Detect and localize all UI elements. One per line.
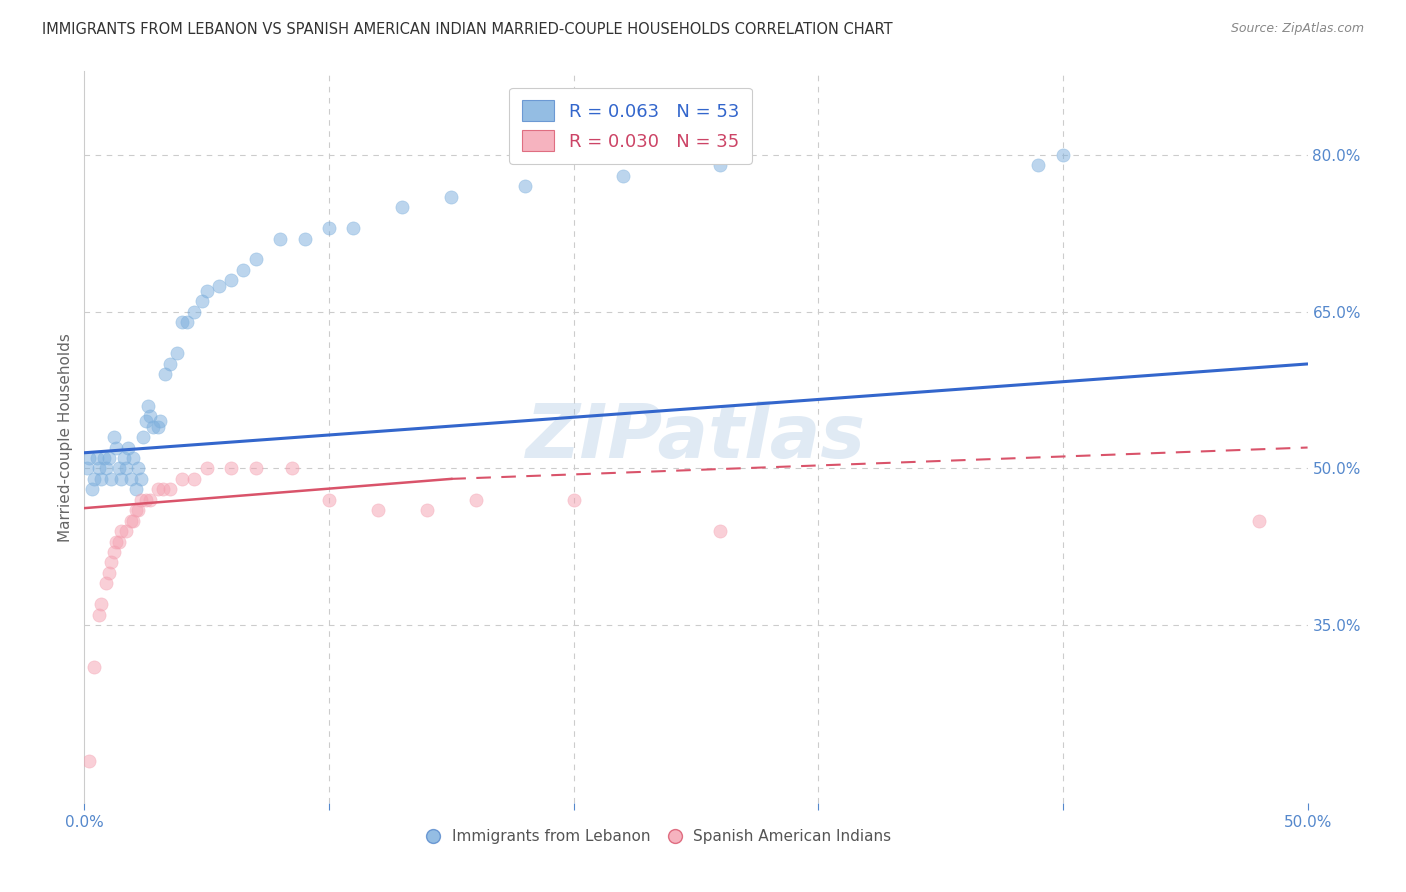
Point — [146, 483, 169, 497]
Y-axis label: Married-couple Households: Married-couple Households — [58, 333, 73, 541]
Point — [1028, 158, 1050, 172]
Point — [208, 278, 231, 293]
Point — [318, 221, 340, 235]
Point — [103, 545, 125, 559]
Point — [318, 492, 340, 507]
Point — [195, 284, 218, 298]
Point — [117, 441, 139, 455]
Point — [112, 450, 135, 465]
Point — [1052, 148, 1074, 162]
Point — [107, 461, 129, 475]
Text: ZIPatlas: ZIPatlas — [526, 401, 866, 474]
Point — [281, 461, 304, 475]
Point — [77, 450, 100, 465]
Point — [245, 461, 267, 475]
Point — [166, 346, 188, 360]
Point — [146, 419, 169, 434]
Text: Source: ZipAtlas.com: Source: ZipAtlas.com — [1230, 22, 1364, 36]
Point — [100, 472, 122, 486]
Point — [391, 200, 413, 214]
Point — [93, 450, 115, 465]
Point — [709, 524, 731, 538]
Point — [183, 472, 205, 486]
Point — [191, 294, 214, 309]
Point — [90, 472, 112, 486]
Point — [132, 430, 155, 444]
Point — [129, 472, 152, 486]
Point — [176, 315, 198, 329]
Point — [87, 461, 110, 475]
Point — [219, 461, 242, 475]
Point — [120, 472, 142, 486]
Point — [1247, 514, 1270, 528]
Point — [97, 450, 120, 465]
Text: IMMIGRANTS FROM LEBANON VS SPANISH AMERICAN INDIAN MARRIED-COUPLE HOUSEHOLDS COR: IMMIGRANTS FROM LEBANON VS SPANISH AMERI… — [42, 22, 893, 37]
Point — [103, 430, 125, 444]
Point — [127, 461, 149, 475]
Point — [513, 179, 536, 194]
Point — [83, 660, 105, 674]
Point — [136, 399, 159, 413]
Point — [125, 503, 148, 517]
Point — [100, 556, 122, 570]
Point — [115, 524, 138, 538]
Point — [367, 503, 389, 517]
Point — [107, 534, 129, 549]
Point — [139, 409, 162, 424]
Point — [110, 524, 132, 538]
Point — [139, 492, 162, 507]
Point — [90, 597, 112, 611]
Point — [127, 503, 149, 517]
Point — [159, 357, 181, 371]
Point — [80, 483, 103, 497]
Point — [232, 263, 254, 277]
Point — [129, 492, 152, 507]
Point — [105, 534, 128, 549]
Point — [294, 231, 316, 245]
Legend: Immigrants from Lebanon, Spanish American Indians: Immigrants from Lebanon, Spanish America… — [422, 822, 897, 850]
Point — [172, 315, 194, 329]
Point — [120, 514, 142, 528]
Point — [464, 492, 486, 507]
Point — [416, 503, 439, 517]
Point — [219, 273, 242, 287]
Point — [96, 461, 118, 475]
Point — [125, 483, 148, 497]
Point — [97, 566, 120, 580]
Point — [105, 441, 128, 455]
Point — [172, 472, 194, 486]
Point — [183, 304, 205, 318]
Point — [96, 576, 118, 591]
Point — [195, 461, 218, 475]
Point — [122, 514, 145, 528]
Point — [110, 472, 132, 486]
Point — [440, 190, 463, 204]
Point — [152, 483, 174, 497]
Point — [77, 754, 100, 768]
Point — [135, 492, 157, 507]
Point — [709, 158, 731, 172]
Point — [149, 414, 172, 428]
Point — [245, 252, 267, 267]
Point — [86, 450, 108, 465]
Point — [562, 492, 585, 507]
Point — [87, 607, 110, 622]
Point — [122, 450, 145, 465]
Point — [153, 368, 176, 382]
Point — [612, 169, 634, 183]
Point — [269, 231, 291, 245]
Point — [135, 414, 157, 428]
Point — [83, 472, 105, 486]
Point — [115, 461, 138, 475]
Point — [342, 221, 364, 235]
Point — [142, 419, 165, 434]
Point — [159, 483, 181, 497]
Point — [76, 461, 98, 475]
